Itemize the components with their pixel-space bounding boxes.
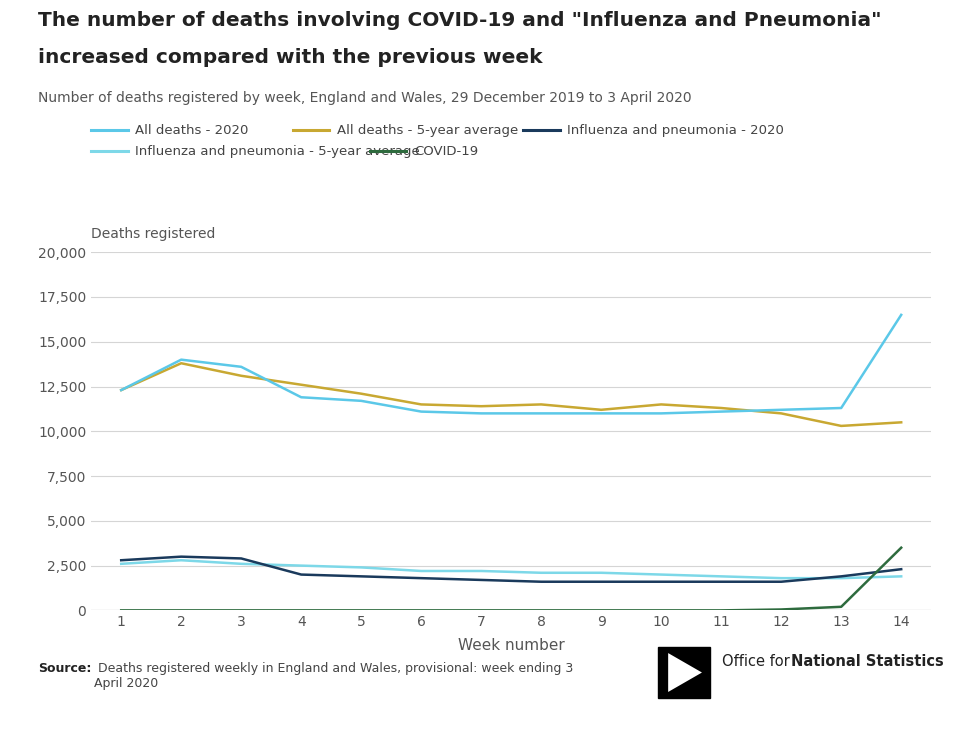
Text: All deaths - 2020: All deaths - 2020 — [135, 124, 249, 137]
Text: National Statistics: National Statistics — [791, 654, 944, 669]
Text: All deaths - 5-year average: All deaths - 5-year average — [337, 124, 518, 137]
Text: Office for: Office for — [722, 654, 794, 669]
Text: increased compared with the previous week: increased compared with the previous wee… — [38, 48, 543, 67]
Text: Source:: Source: — [38, 662, 92, 675]
Text: Number of deaths registered by week, England and Wales, 29 December 2019 to 3 Ap: Number of deaths registered by week, Eng… — [38, 91, 692, 105]
Text: COVID-19: COVID-19 — [414, 145, 478, 158]
Text: Influenza and pneumonia - 2020: Influenza and pneumonia - 2020 — [567, 124, 784, 137]
X-axis label: Week number: Week number — [458, 637, 564, 653]
Text: The number of deaths involving COVID-19 and "Influenza and Pneumonia": The number of deaths involving COVID-19 … — [38, 11, 882, 30]
Text: Deaths registered weekly in England and Wales, provisional: week ending 3
April : Deaths registered weekly in England and … — [94, 662, 573, 689]
Text: Influenza and pneumonia - 5-year average: Influenza and pneumonia - 5-year average — [135, 145, 420, 158]
Text: Deaths registered: Deaths registered — [91, 227, 216, 241]
